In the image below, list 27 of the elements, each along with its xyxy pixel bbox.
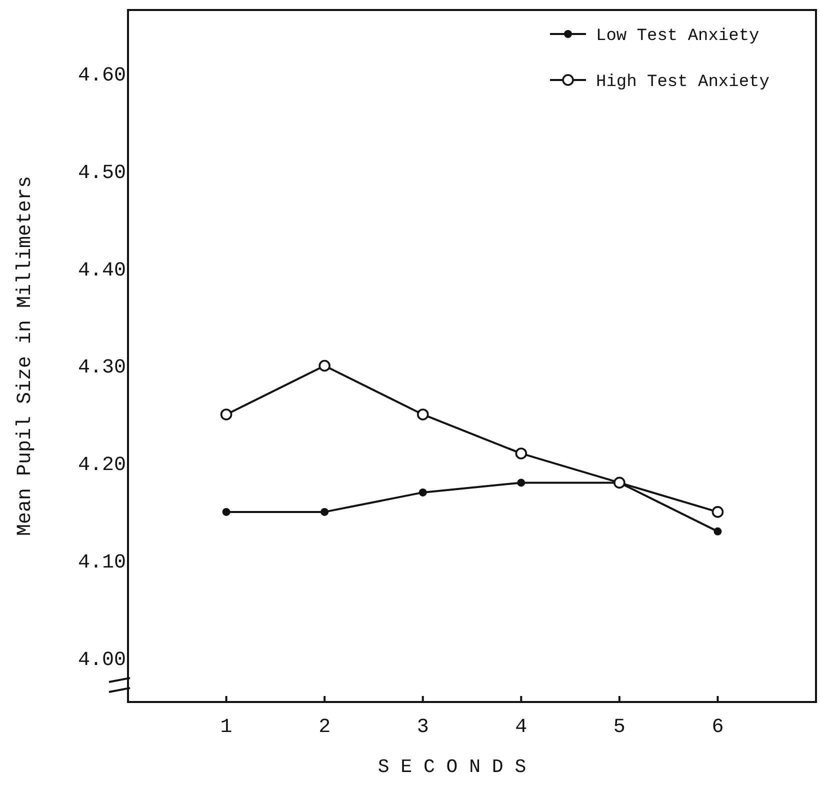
point (318, 360, 330, 372)
x-tick-label: 3 (416, 716, 429, 739)
point (222, 508, 230, 516)
y-tick-label: 4.50 (78, 162, 126, 185)
y-tick-label: 4.00 (78, 649, 126, 672)
y-tick-label: 4.10 (78, 552, 126, 575)
y-tick-label: 4.40 (78, 259, 126, 282)
point (320, 508, 329, 516)
legend-label: High Test Anxiety (596, 73, 770, 92)
y-axis-title: Mean Pupil Size in Millimeters (14, 176, 37, 536)
point (416, 408, 429, 420)
point (418, 488, 427, 496)
point (714, 527, 722, 536)
x-tick-label: 2 (318, 716, 331, 739)
y-tick-label: 4.60 (78, 64, 126, 88)
y-tick-label: 4.30 (78, 356, 126, 380)
y-tick-label: 4.20 (78, 454, 126, 478)
legend-label: Low Test Anxiety (596, 27, 760, 46)
point (515, 448, 528, 460)
x-axis-title: S E C O N D S (378, 756, 526, 778)
x-tick-label: 6 (712, 716, 724, 739)
point (712, 506, 724, 518)
point (517, 478, 526, 487)
x-tick-label: 1 (220, 716, 232, 739)
x-tick-label: 4 (515, 716, 528, 739)
x-tick-label: 5 (613, 716, 626, 739)
point (220, 408, 232, 420)
